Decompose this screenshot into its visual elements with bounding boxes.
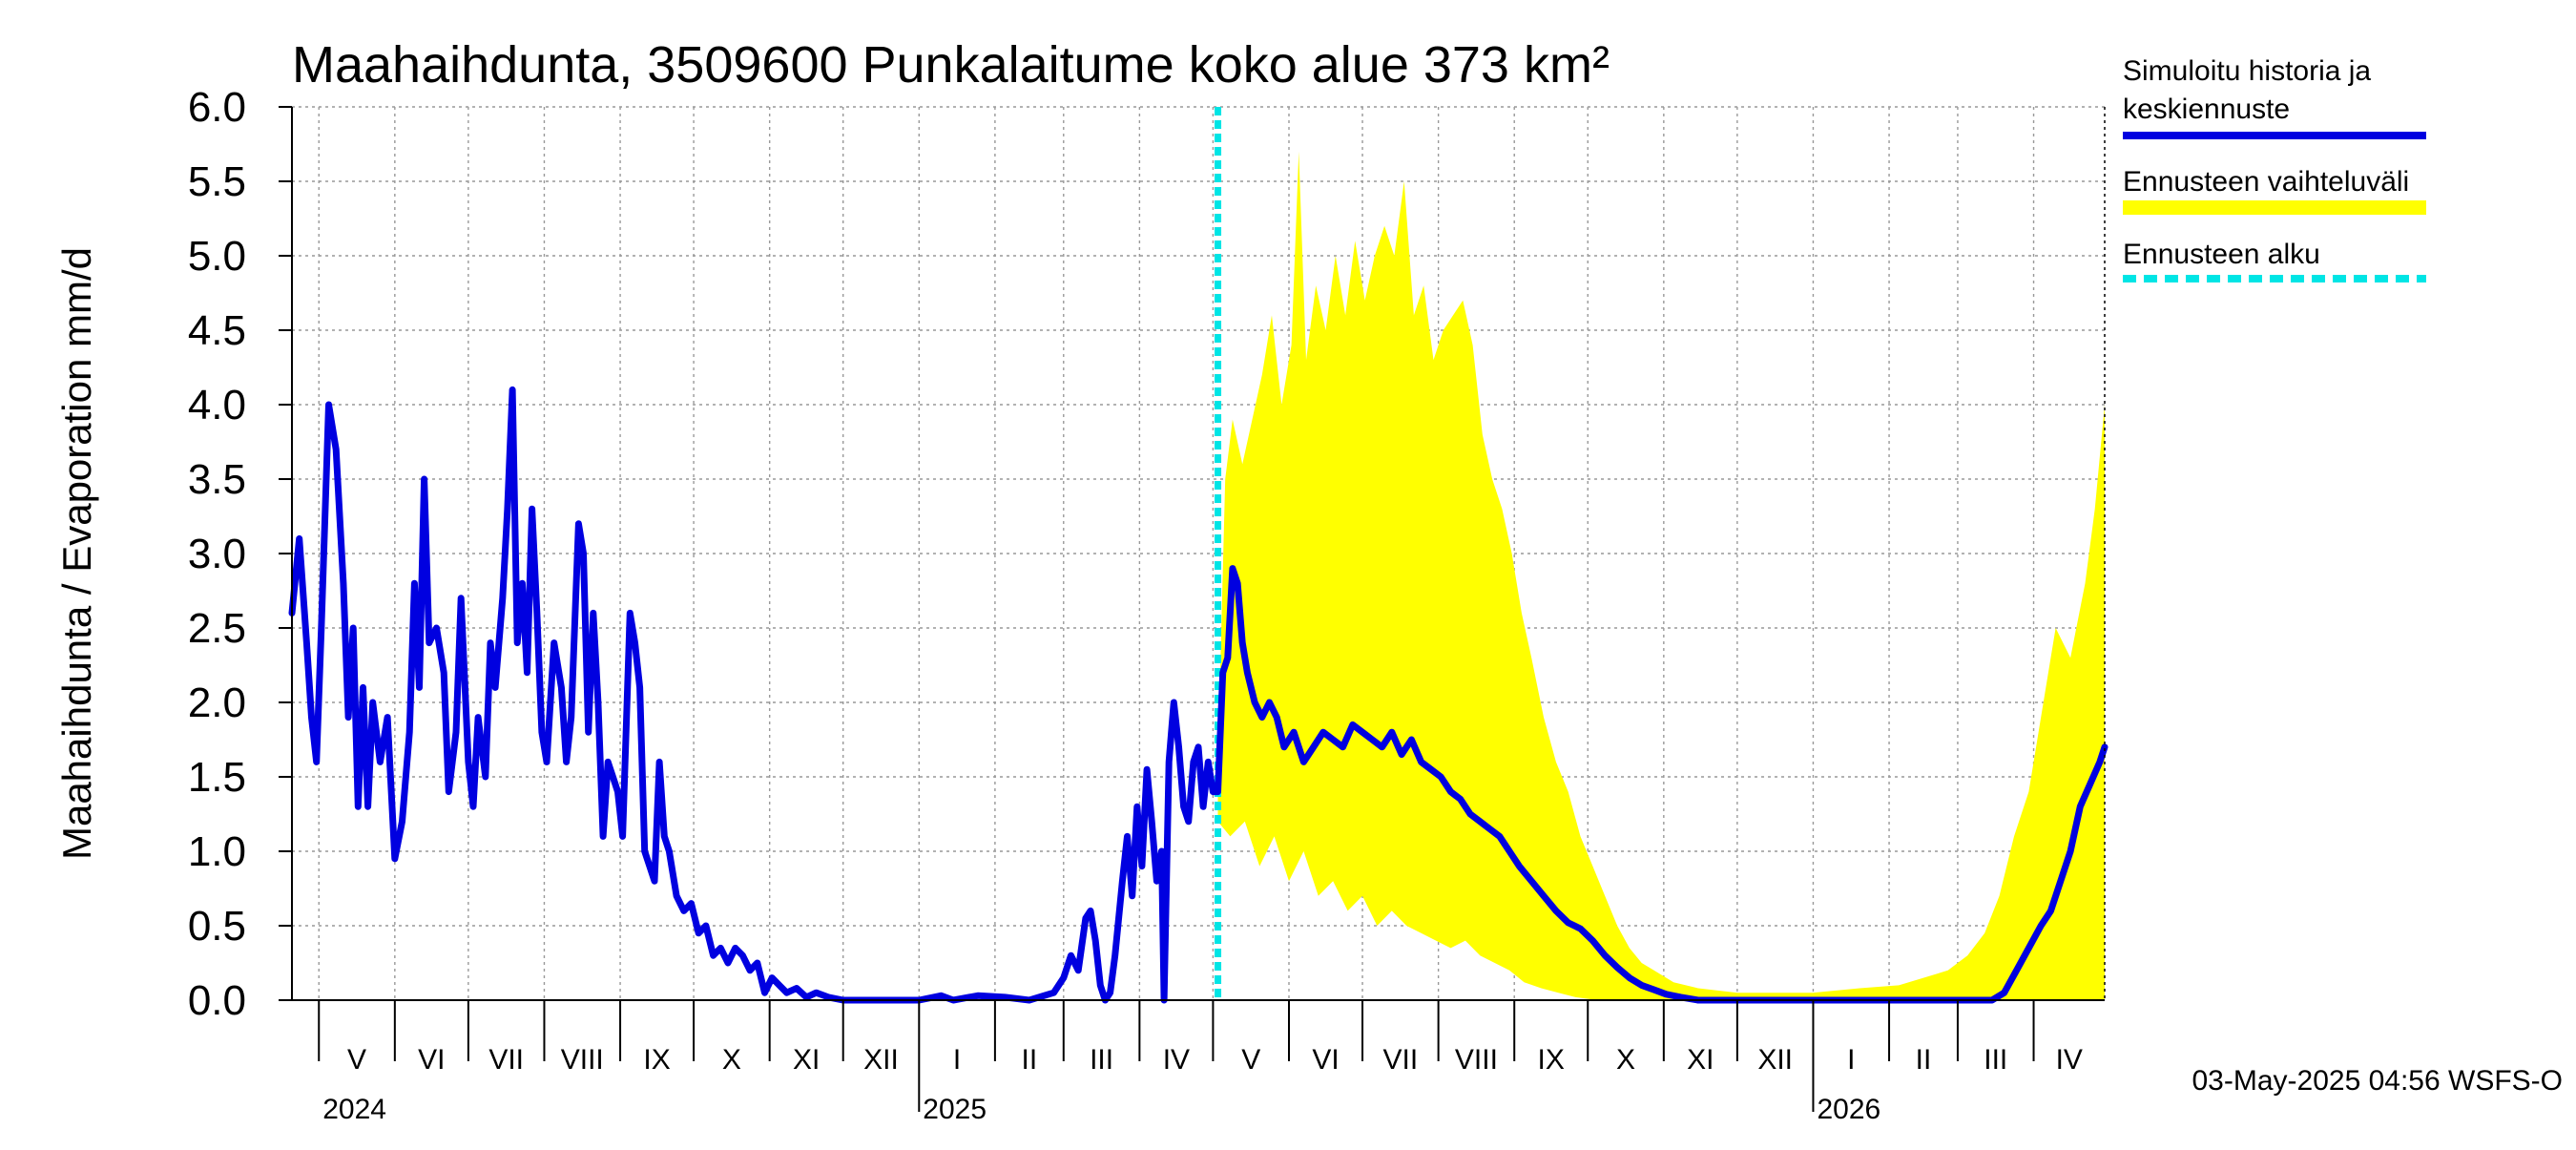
- month-label: X: [722, 1044, 741, 1076]
- y-tick-label: 4.5: [188, 307, 246, 354]
- month-label: VIII: [1455, 1044, 1498, 1076]
- legend-label: keskiennuste: [2123, 94, 2290, 125]
- month-label: VII: [1382, 1044, 1418, 1076]
- month-label: IV: [1163, 1044, 1190, 1076]
- legend-label: Ennusteen vaihteluväli: [2123, 166, 2409, 198]
- legend-swatch-band: [2123, 200, 2426, 215]
- plot-area: [292, 107, 2105, 1000]
- month-label: XI: [793, 1044, 820, 1076]
- month-label: VI: [1312, 1044, 1339, 1076]
- month-label: IX: [1538, 1044, 1565, 1076]
- timestamp-footer: 03-May-2025 04:56 WSFS-O: [2192, 1065, 2564, 1097]
- y-tick-label: 5.0: [188, 233, 246, 280]
- legend-label: Simuloitu historia ja: [2123, 55, 2371, 87]
- month-label: XII: [863, 1044, 899, 1076]
- month-label: XI: [1687, 1044, 1714, 1076]
- legend: Simuloitu historia ja keskiennuste Ennuste…: [2123, 55, 2426, 282]
- y-tick-label: 0.0: [188, 977, 246, 1024]
- x-ticks: V VI VII VIII IX X XI XII I II III IV V VI VII VIII IX X X…: [318, 1000, 2083, 1125]
- month-label: I: [1847, 1044, 1855, 1076]
- month-label: X: [1616, 1044, 1635, 1076]
- forecast-range-band: [1217, 151, 2105, 1001]
- y-tick-label: 6.0: [188, 84, 246, 131]
- chart-title: Maahaihdunta, 3509600 Punkalaitume koko …: [292, 36, 1610, 94]
- month-label: IV: [2056, 1044, 2083, 1076]
- month-label: II: [1022, 1044, 1038, 1076]
- y-tick-label: 3.0: [188, 531, 246, 577]
- month-label: XII: [1757, 1044, 1793, 1076]
- year-label: 2025: [923, 1094, 987, 1125]
- y-tick-label: 2.5: [188, 605, 246, 652]
- evaporation-line: [288, 386, 2109, 1004]
- month-label: VIII: [561, 1044, 604, 1076]
- y-tick-label: 3.5: [188, 456, 246, 503]
- month-label: V: [347, 1044, 366, 1076]
- month-label: III: [1090, 1044, 1113, 1076]
- month-label: VI: [418, 1044, 445, 1076]
- legend-label: Ennusteen alku: [2123, 239, 2320, 270]
- y-tick-label: 4.0: [188, 382, 246, 429]
- y-tick-label: 1.0: [188, 828, 246, 875]
- y-tick-label: 1.5: [188, 754, 246, 801]
- year-label: 2024: [322, 1094, 386, 1125]
- y-tick-label: 5.5: [188, 158, 246, 205]
- month-label: I: [953, 1044, 961, 1076]
- month-label: V: [1241, 1044, 1260, 1076]
- month-label: III: [1984, 1044, 2007, 1076]
- y-tick-label: 2.0: [188, 680, 246, 726]
- y-ticks: 0.0 0.5 1.0 1.5 2.0 2.5 3.0 3.5 4.0 4.5 5.0 5.5 6.0: [188, 84, 292, 1024]
- y-tick-label: 0.5: [188, 903, 246, 950]
- y-axis-label: Maahaihdunta / Evaporation mm/d: [54, 247, 99, 860]
- month-label: IX: [643, 1044, 670, 1076]
- month-label: II: [1916, 1044, 1932, 1076]
- year-label: 2026: [1817, 1094, 1880, 1125]
- month-label: VII: [488, 1044, 524, 1076]
